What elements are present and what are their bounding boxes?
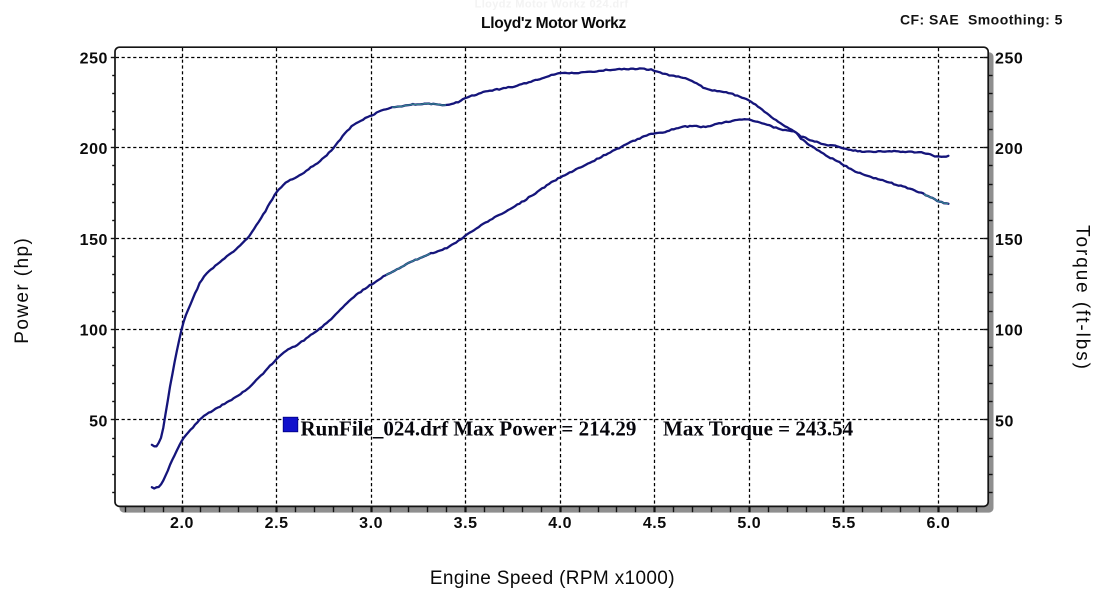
svg-text:5.0: 5.0 (737, 515, 761, 532)
svg-text:Lloyd'z Motor Workz: Lloyd'z Motor Workz (481, 15, 626, 32)
svg-text:Lloydz Motor Workz 024.drf: Lloydz Motor Workz 024.drf (475, 0, 629, 11)
svg-text:Engine Speed (RPM x1000): Engine Speed (RPM x1000) (430, 568, 675, 589)
svg-text:3.5: 3.5 (454, 515, 478, 532)
svg-text:4.5: 4.5 (643, 515, 667, 532)
svg-text:RunFile_024.drf Max Power = 21: RunFile_024.drf Max Power = 214.29 (301, 417, 637, 441)
svg-text:3.0: 3.0 (359, 515, 383, 532)
svg-text:150: 150 (80, 232, 108, 249)
svg-text:Max Torque = 243.54: Max Torque = 243.54 (663, 417, 854, 441)
svg-text:100: 100 (995, 323, 1023, 340)
svg-text:150: 150 (995, 232, 1023, 249)
svg-text:50: 50 (89, 413, 108, 430)
svg-text:250: 250 (995, 50, 1023, 67)
svg-text:2.0: 2.0 (170, 515, 194, 532)
svg-text:250: 250 (80, 50, 108, 67)
svg-text:50: 50 (995, 413, 1014, 430)
svg-text:Torque (ft-lbs): Torque (ft-lbs) (1071, 225, 1092, 371)
svg-text:4.0: 4.0 (548, 515, 572, 532)
svg-text:2.5: 2.5 (265, 515, 289, 532)
svg-text:100: 100 (80, 323, 108, 340)
svg-text:5.5: 5.5 (832, 515, 856, 532)
svg-text:6.0: 6.0 (926, 515, 950, 532)
svg-text:200: 200 (995, 141, 1023, 158)
svg-text:Power (hp): Power (hp) (12, 237, 33, 344)
svg-text:200: 200 (80, 141, 108, 158)
